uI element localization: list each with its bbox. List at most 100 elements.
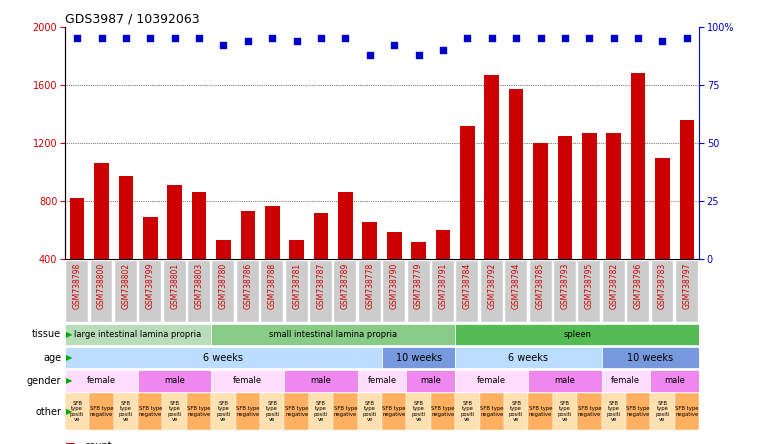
Bar: [679, 120, 694, 317]
Bar: [118, 176, 133, 317]
Bar: [607, 133, 621, 317]
FancyBboxPatch shape: [577, 393, 601, 430]
FancyBboxPatch shape: [529, 393, 552, 430]
FancyBboxPatch shape: [89, 393, 114, 430]
FancyBboxPatch shape: [431, 393, 455, 430]
Bar: [509, 89, 523, 317]
Bar: [94, 163, 108, 317]
Point: [656, 37, 668, 44]
Text: ■: ■: [65, 441, 76, 444]
Text: SFB type
negative: SFB type negative: [529, 406, 552, 417]
FancyBboxPatch shape: [114, 393, 138, 430]
Text: GSM738781: GSM738781: [292, 262, 301, 309]
Text: tissue: tissue: [32, 329, 61, 339]
FancyBboxPatch shape: [139, 261, 161, 321]
FancyBboxPatch shape: [455, 347, 601, 369]
Bar: [411, 242, 426, 317]
FancyBboxPatch shape: [91, 261, 112, 321]
Text: SFB
type
positi
ve: SFB type positi ve: [558, 401, 572, 422]
Text: female: female: [233, 377, 262, 385]
Text: SFB type
negative: SFB type negative: [138, 406, 162, 417]
Text: SFB
type
positi
ve: SFB type positi ve: [118, 401, 133, 422]
FancyBboxPatch shape: [529, 261, 552, 321]
FancyBboxPatch shape: [65, 393, 89, 430]
Text: SFB
type
positi
ve: SFB type positi ve: [509, 401, 523, 422]
FancyBboxPatch shape: [65, 347, 382, 369]
Point: [413, 51, 425, 58]
Bar: [167, 185, 182, 317]
Text: GDS3987 / 10392063: GDS3987 / 10392063: [65, 12, 199, 25]
Bar: [290, 241, 304, 317]
FancyBboxPatch shape: [138, 370, 212, 392]
Text: 6 weeks: 6 weeks: [203, 353, 244, 363]
Text: GSM738798: GSM738798: [73, 262, 82, 309]
Point: [315, 35, 327, 42]
Text: GSM738789: GSM738789: [341, 262, 350, 309]
Text: male: male: [555, 377, 575, 385]
Text: ▶: ▶: [66, 330, 73, 339]
Text: SFB
type
positi
ve: SFB type positi ve: [363, 401, 377, 422]
Text: GSM738786: GSM738786: [244, 262, 252, 309]
Bar: [558, 136, 572, 317]
Text: SFB
type
positi
ve: SFB type positi ve: [265, 401, 280, 422]
Text: SFB type
negative: SFB type negative: [285, 406, 309, 417]
Text: SFB
type
positi
ve: SFB type positi ve: [314, 401, 329, 422]
Point: [120, 35, 132, 42]
Point: [290, 37, 303, 44]
FancyBboxPatch shape: [235, 393, 260, 430]
FancyBboxPatch shape: [138, 393, 163, 430]
Text: SFB type
negative: SFB type negative: [480, 406, 503, 417]
Text: 6 weeks: 6 weeks: [508, 353, 549, 363]
Text: SFB
type
positi
ve: SFB type positi ve: [216, 401, 231, 422]
FancyBboxPatch shape: [382, 393, 406, 430]
Text: GSM738783: GSM738783: [658, 262, 667, 309]
Text: male: male: [420, 377, 442, 385]
Text: GSM738799: GSM738799: [146, 262, 155, 309]
Point: [681, 35, 693, 42]
FancyBboxPatch shape: [601, 393, 626, 430]
FancyBboxPatch shape: [358, 370, 406, 392]
FancyBboxPatch shape: [601, 347, 699, 369]
Point: [558, 35, 571, 42]
FancyBboxPatch shape: [432, 261, 454, 321]
FancyBboxPatch shape: [382, 347, 455, 369]
Text: SFB type
negative: SFB type negative: [334, 406, 357, 417]
Bar: [656, 158, 670, 317]
FancyBboxPatch shape: [455, 370, 529, 392]
Point: [144, 35, 157, 42]
FancyBboxPatch shape: [552, 393, 577, 430]
Text: SFB
type
positi
ve: SFB type positi ve: [607, 401, 621, 422]
Text: GSM738784: GSM738784: [463, 262, 472, 309]
Bar: [314, 213, 329, 317]
FancyBboxPatch shape: [115, 261, 137, 321]
Text: spleen: spleen: [563, 330, 591, 339]
Text: GSM738796: GSM738796: [633, 262, 643, 309]
Bar: [143, 217, 157, 317]
Text: age: age: [43, 353, 61, 363]
Text: gender: gender: [27, 376, 61, 386]
FancyBboxPatch shape: [212, 261, 235, 321]
Text: GSM738780: GSM738780: [219, 262, 228, 309]
FancyBboxPatch shape: [627, 261, 649, 321]
Point: [364, 51, 376, 58]
Text: GSM738787: GSM738787: [316, 262, 325, 309]
FancyBboxPatch shape: [456, 261, 478, 321]
Text: SFB type
negative: SFB type negative: [578, 406, 601, 417]
FancyBboxPatch shape: [187, 393, 212, 430]
Bar: [631, 73, 646, 317]
Text: female: female: [367, 377, 397, 385]
FancyBboxPatch shape: [578, 261, 601, 321]
FancyBboxPatch shape: [504, 393, 529, 430]
Point: [461, 35, 474, 42]
Text: GSM738801: GSM738801: [170, 262, 180, 309]
Text: GSM738782: GSM738782: [609, 262, 618, 309]
Text: SFB type
negative: SFB type negative: [675, 406, 698, 417]
FancyBboxPatch shape: [505, 261, 527, 321]
Text: GSM738794: GSM738794: [512, 262, 520, 309]
Text: 10 weeks: 10 weeks: [627, 353, 673, 363]
FancyBboxPatch shape: [406, 393, 431, 430]
Point: [607, 35, 620, 42]
Text: SFB
type
positi
ve: SFB type positi ve: [411, 401, 426, 422]
Text: GSM738797: GSM738797: [682, 262, 691, 309]
Text: 10 weeks: 10 weeks: [396, 353, 442, 363]
